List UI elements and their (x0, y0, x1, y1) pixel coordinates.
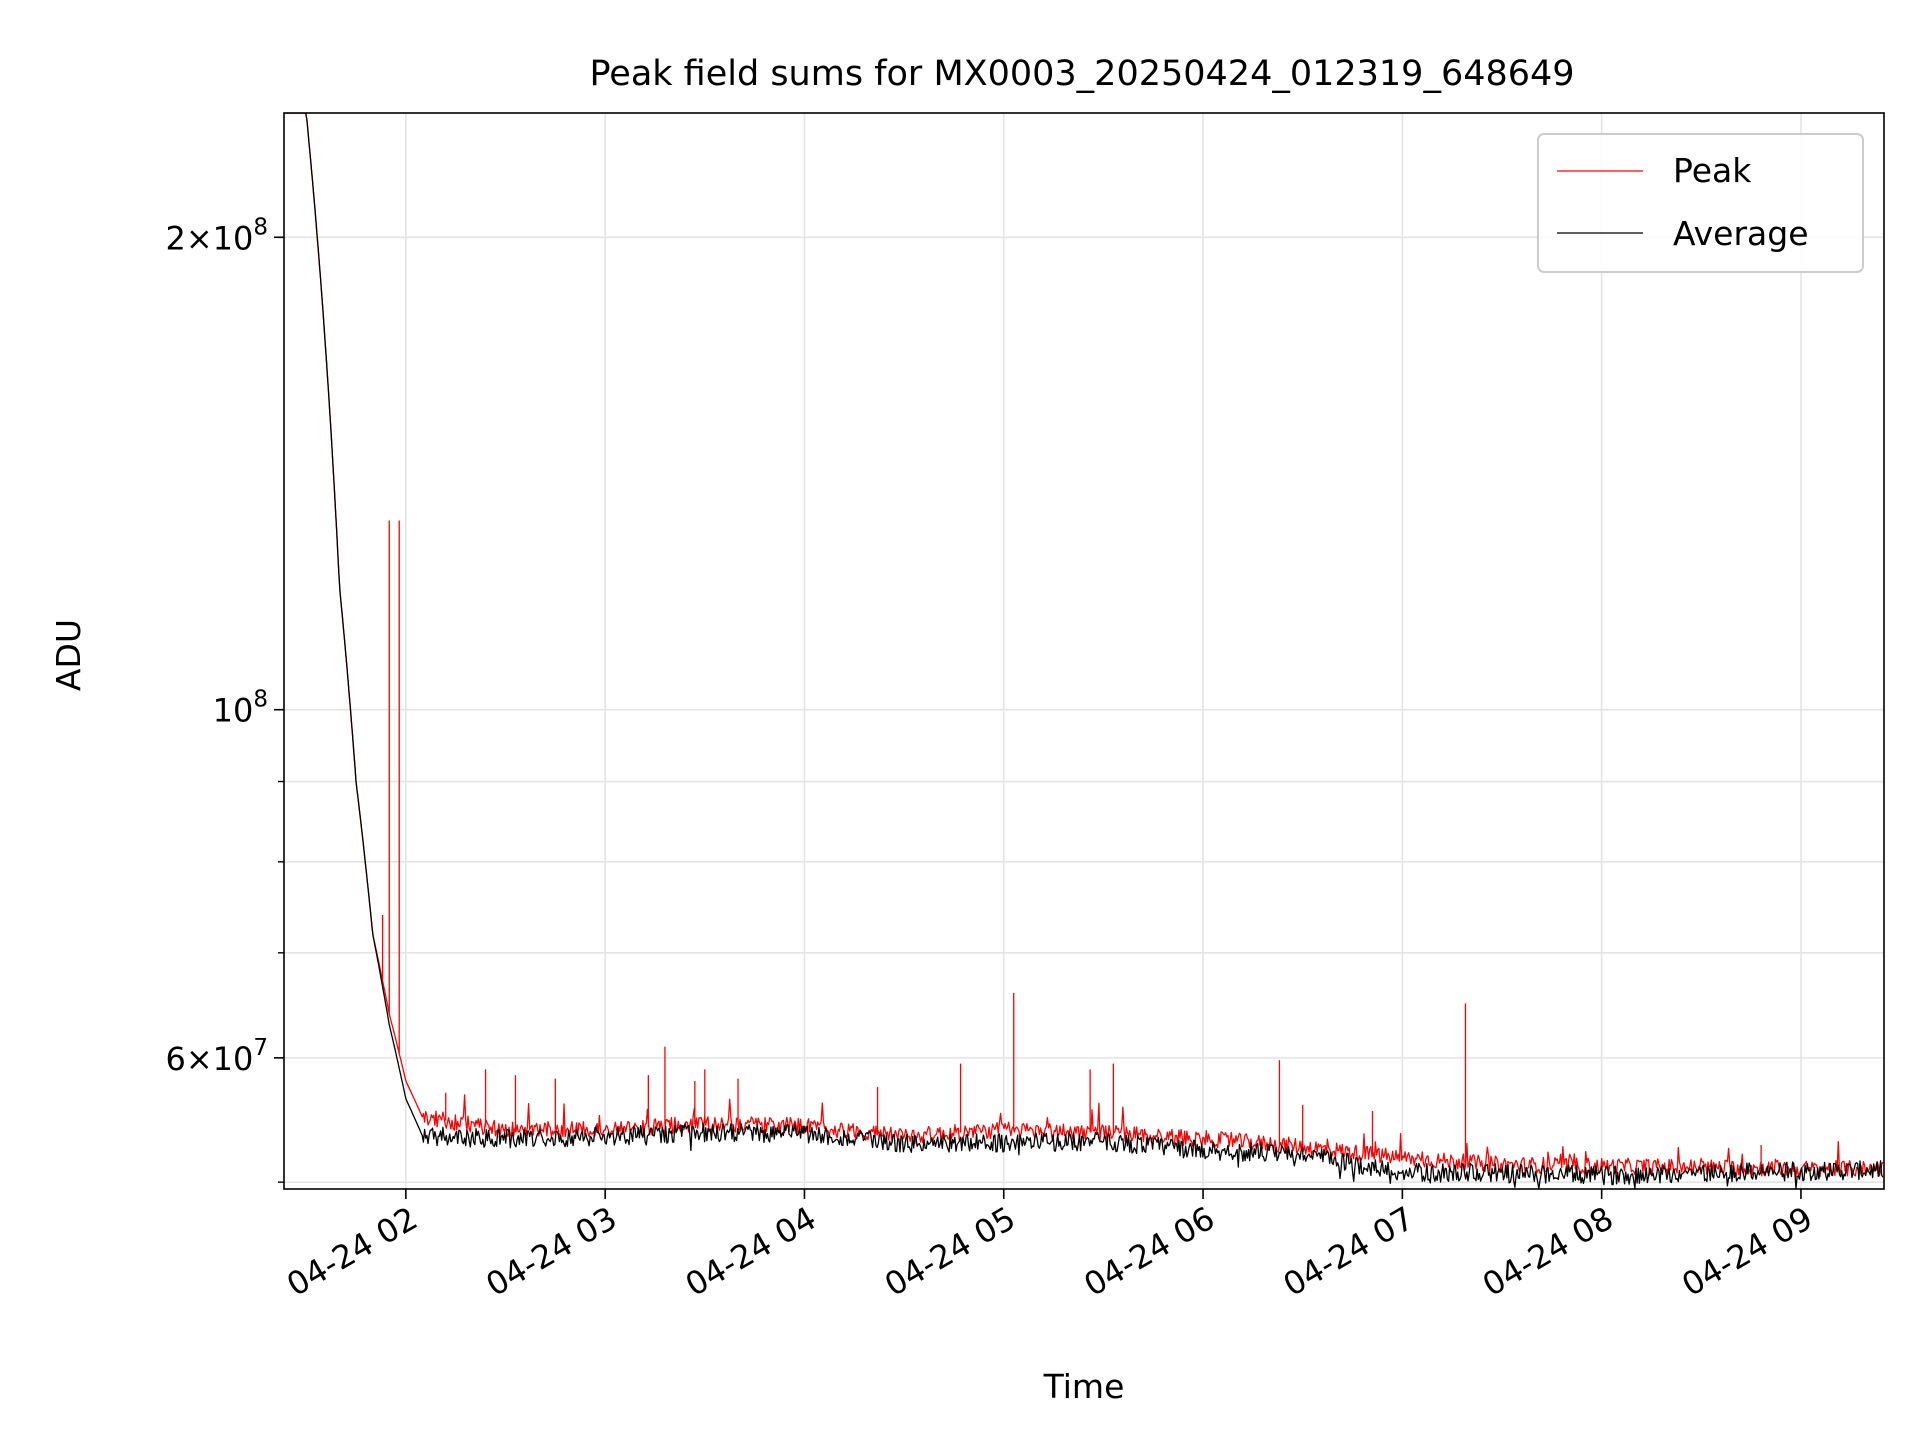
series-layer (284, 113, 1884, 1189)
legend-peak-label: Peak (1673, 151, 1752, 190)
chart-title: Peak field sums for MX0003_20250424_0123… (589, 54, 1574, 94)
legend-average-label: Average (1673, 214, 1809, 253)
y-tick-label: 2×108 (165, 214, 268, 257)
x-axis-label: Time (1043, 1367, 1125, 1406)
legend: Peak Average (1537, 133, 1864, 273)
legend-box (1537, 133, 1864, 273)
series-line-average (284, 113, 1884, 1189)
plot-frame (283, 112, 1885, 1190)
y-tick-label: 6×107 (165, 1035, 268, 1078)
grid-lines (284, 113, 1884, 1189)
y-axis-label: ADU (49, 619, 88, 691)
plot-area (284, 113, 1884, 1189)
